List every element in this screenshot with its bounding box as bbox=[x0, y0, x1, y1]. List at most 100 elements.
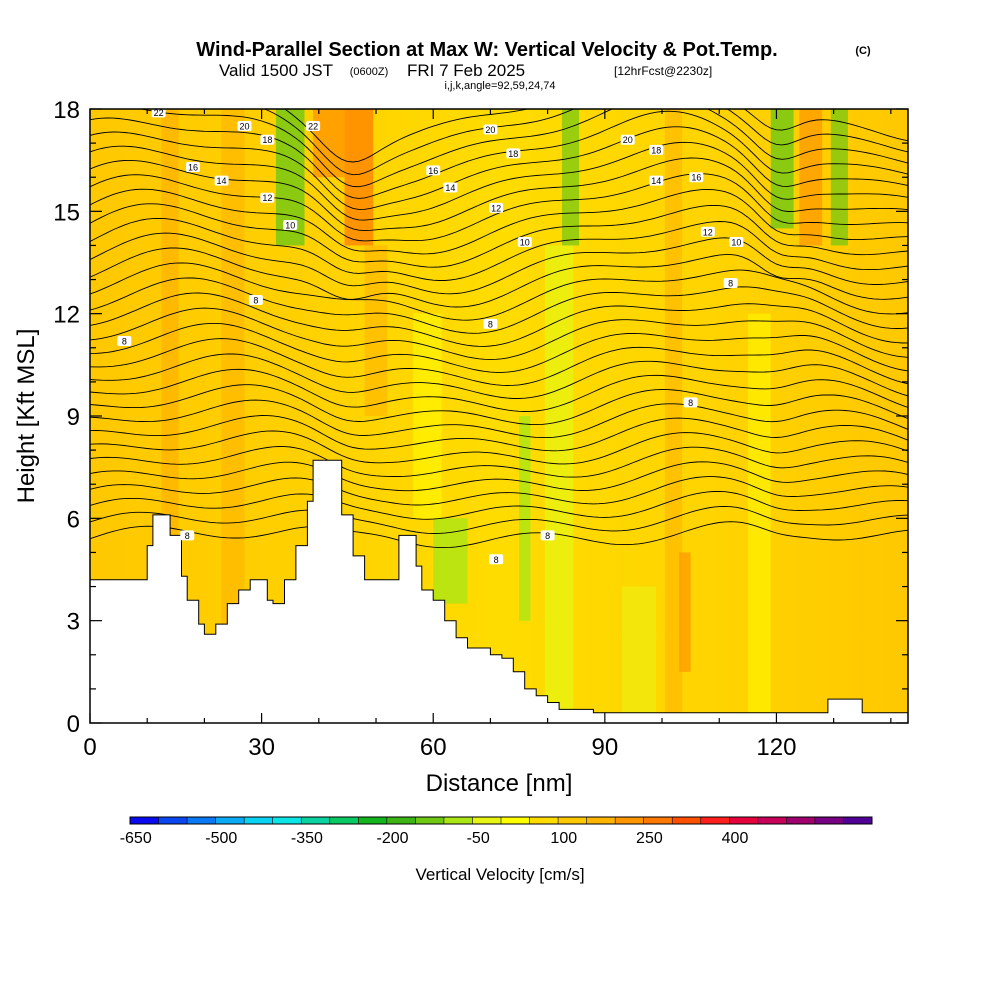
pot-temp-contour-line bbox=[90, 415, 908, 452]
contour-label-text: 18 bbox=[262, 135, 272, 145]
colorbar-swatch bbox=[558, 817, 587, 824]
contour-label-bg bbox=[248, 295, 263, 306]
colorbar-swatch bbox=[814, 817, 844, 824]
pot-temp-contour-line bbox=[90, 521, 908, 549]
contour-label-bg bbox=[260, 134, 275, 145]
colorbar-tick-label: -200 bbox=[377, 830, 409, 847]
contour-label: 12 bbox=[260, 192, 275, 203]
x-tick-label: 30 bbox=[248, 734, 275, 761]
contour-label: 22 bbox=[151, 109, 166, 118]
velocity-band bbox=[830, 109, 848, 246]
pot-temp-contour-line bbox=[90, 203, 908, 268]
contour-label-bg bbox=[489, 202, 504, 213]
x-axis-label: Distance [nm] bbox=[426, 770, 573, 797]
pot-temp-contour-line bbox=[90, 141, 908, 221]
contour-label-bg bbox=[117, 335, 132, 346]
contour-label: 8 bbox=[683, 397, 698, 408]
pot-temp-contour-line bbox=[90, 384, 908, 426]
contour-label: 12 bbox=[489, 202, 504, 213]
contour-label-bg bbox=[723, 277, 738, 288]
contour-label-bg bbox=[540, 530, 555, 541]
contour-label-text: 12 bbox=[262, 193, 272, 203]
colorbar-swatch bbox=[358, 817, 388, 824]
contour-label: 10 bbox=[729, 237, 744, 248]
contour-label: 20 bbox=[483, 124, 498, 135]
colorbar-tick-labels: -650 -500 -350 -200 -50 100 250 400 bbox=[120, 830, 749, 847]
pot-temp-contour-line bbox=[138, 109, 908, 188]
contour-label-text: 8 bbox=[253, 296, 258, 306]
colorbar-tick-label: 100 bbox=[550, 830, 577, 847]
terrain-mask bbox=[90, 459, 908, 723]
y-tick-label: 3 bbox=[67, 609, 80, 636]
x-tick-label: 120 bbox=[756, 734, 796, 761]
contour-label: 22 bbox=[306, 121, 321, 132]
grid-indices: i,j,k,angle=92,59,24,74 bbox=[444, 80, 555, 92]
velocity-band bbox=[313, 109, 348, 178]
contour-label-text: 14 bbox=[217, 176, 227, 186]
chart-title: Wind-Parallel Section at Max W: Vertical… bbox=[196, 39, 777, 61]
pot-temp-contour-line bbox=[90, 188, 908, 255]
x-tick-label: 90 bbox=[591, 734, 618, 761]
pot-temp-contour-line bbox=[90, 277, 908, 334]
contour-label-text: 8 bbox=[688, 398, 693, 408]
velocity-band bbox=[621, 586, 657, 713]
colorbar-swatch bbox=[700, 817, 730, 824]
pot-temp-contour-line bbox=[90, 461, 908, 492]
contour-label: 8 bbox=[248, 295, 263, 306]
colorbar-swatch bbox=[301, 817, 331, 824]
y-axis: 0 3 6 9 12 15 18 bbox=[53, 97, 908, 738]
colorbar-swatch bbox=[443, 817, 473, 824]
contour-label-text: 14 bbox=[651, 176, 661, 186]
contour-label: 16 bbox=[689, 172, 704, 183]
contour-label-bg bbox=[683, 397, 698, 408]
valid-utc: (0600Z) bbox=[350, 66, 389, 78]
contour-label-text: 18 bbox=[508, 149, 518, 159]
contour-label-bg bbox=[185, 161, 200, 172]
colorbar-swatch bbox=[586, 817, 616, 824]
pot-temp-contour-line bbox=[90, 490, 908, 520]
contour-label-text: 20 bbox=[623, 135, 633, 145]
contour-label: 16 bbox=[185, 161, 200, 172]
pot-temp-contour-line bbox=[90, 476, 908, 506]
plot-area: 22 20 22 18 16 14 12 10 8 8 20 18 16 14 12 10 8 20 18 14 16 1… bbox=[90, 109, 908, 723]
contour-label: 8 bbox=[180, 530, 195, 541]
contour-label-bg bbox=[283, 219, 298, 230]
pot-temp-contour-line bbox=[90, 368, 908, 412]
pot-temp-contour-line bbox=[90, 247, 908, 308]
colorbar-swatch bbox=[472, 817, 502, 824]
colorbar-swatch bbox=[415, 817, 445, 824]
subtitle-line: Valid 1500 JST (0600Z) FRI 7 Feb 2025 [1… bbox=[219, 61, 712, 80]
contour-label: 20 bbox=[620, 134, 635, 145]
contour-label-text: 18 bbox=[651, 145, 661, 155]
pot-temp-contour-line bbox=[90, 217, 908, 281]
contour-label-text: 14 bbox=[445, 183, 455, 193]
colorbar-swatch bbox=[244, 817, 273, 824]
forecast-info: [12hrFcst@2230z] bbox=[614, 64, 712, 78]
colorbar-tick-label: 250 bbox=[636, 830, 663, 847]
pot-temp-contour-line bbox=[90, 353, 908, 399]
pot-temp-contour-line bbox=[90, 446, 908, 478]
colorbar-swatch bbox=[643, 817, 673, 824]
contour-label-bg bbox=[489, 554, 504, 565]
pot-temp-contour-line bbox=[90, 292, 908, 347]
colorbar-tick-label: -50 bbox=[467, 830, 490, 847]
contour-label-text: 10 bbox=[285, 220, 295, 230]
colorbar-swatch bbox=[130, 817, 159, 824]
colorbar-swatch bbox=[757, 817, 787, 824]
pot-temp-contour-line bbox=[90, 173, 908, 242]
y-tick-label: 6 bbox=[67, 506, 80, 533]
x-axis: 0 30 60 90 120 bbox=[83, 109, 892, 761]
contour-label: 12 bbox=[700, 226, 715, 237]
contour-label-text: 16 bbox=[428, 166, 438, 176]
contour-label: 18 bbox=[649, 144, 664, 155]
y-tick-label: 0 bbox=[67, 711, 80, 738]
colorbar-swatch bbox=[672, 817, 702, 824]
pot-temp-contour-line bbox=[90, 110, 908, 199]
velocity-band bbox=[413, 313, 442, 519]
contour-label: 14 bbox=[443, 182, 458, 193]
contour-label-bg bbox=[180, 530, 195, 541]
pot-temp-contour-line bbox=[90, 232, 908, 295]
contour-label-text: 10 bbox=[731, 238, 741, 248]
contour-label-bg bbox=[649, 144, 664, 155]
